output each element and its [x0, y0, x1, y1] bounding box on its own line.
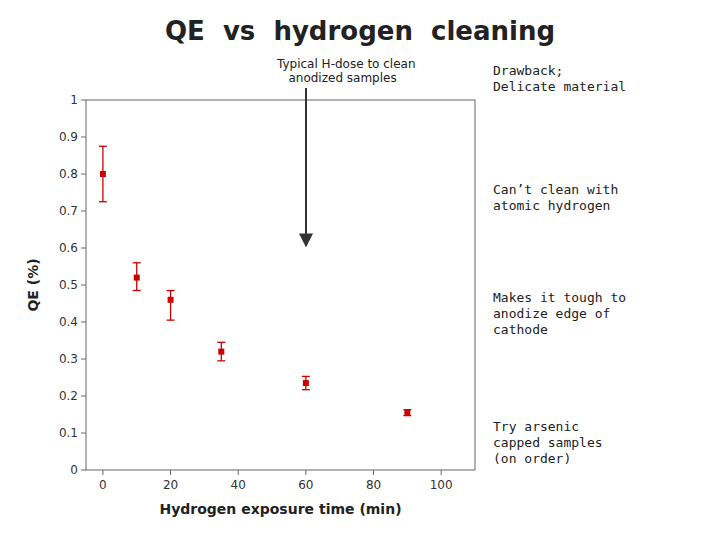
plot-frame — [86, 100, 475, 470]
error-bar-cap — [302, 389, 310, 390]
error-bar-cap — [99, 146, 107, 147]
x-tick — [373, 470, 374, 475]
point — [100, 171, 106, 177]
y-tick-label: 0.4 — [59, 315, 78, 329]
error-bar-cap — [167, 319, 175, 320]
y-tick — [81, 359, 86, 360]
point — [134, 275, 140, 281]
x-tick — [305, 470, 306, 475]
side-note: Can’t clean withatomic hydrogen — [493, 182, 618, 213]
x-tick-label: 20 — [163, 478, 178, 492]
background — [0, 0, 720, 540]
y-tick-label: 0.7 — [59, 204, 78, 218]
y-tick — [81, 174, 86, 175]
y-tick — [81, 285, 86, 286]
y-tick-label: 0.5 — [59, 278, 78, 292]
error-bar-cap — [217, 342, 225, 343]
error-bar-cap — [217, 360, 225, 361]
error-bar — [302, 376, 310, 389]
point — [218, 349, 224, 355]
y-tick-label: 0.9 — [59, 130, 78, 144]
error-bar — [133, 263, 141, 291]
y-tick — [81, 248, 86, 249]
x-tick-label: 0 — [99, 478, 107, 492]
error-bar — [167, 291, 175, 321]
error-bar-line — [170, 291, 171, 321]
point — [168, 297, 174, 303]
y-tick-label: 0.1 — [59, 426, 78, 440]
chart: QE vs hydrogen cleaning 0 20 40 60 80 100 0 0.1 0… — [0, 0, 720, 540]
annotation: Typical H-dose to clean anodized samples — [276, 57, 416, 85]
y-tick — [81, 137, 86, 138]
x-tick — [170, 470, 171, 475]
x-tick-label: 80 — [366, 478, 381, 492]
y-tick — [81, 100, 86, 101]
y-tick-label: 0.2 — [59, 389, 78, 403]
side-note: Drawback;Delicate material — [493, 63, 626, 94]
y-axis-label: QE (%) — [25, 258, 41, 311]
x-axis-label: Hydrogen exposure time (min) — [159, 501, 401, 517]
y-tick — [81, 322, 86, 323]
x-tick-label: 100 — [430, 478, 453, 492]
error-bar — [403, 410, 411, 416]
annotation-arrow — [305, 88, 307, 246]
x-tick — [441, 470, 442, 475]
error-bar — [217, 342, 225, 361]
y-tick-label: 1 — [70, 93, 78, 107]
plot-data — [99, 146, 411, 415]
y-tick — [81, 396, 86, 397]
error-bar-cap — [99, 201, 107, 202]
x-tick — [102, 470, 103, 475]
x-tick — [238, 470, 239, 475]
error-bar-cap — [133, 290, 141, 291]
error-bar-cap — [133, 262, 141, 263]
error-bar-cap — [302, 376, 310, 377]
y-tick — [81, 211, 86, 212]
side-note: Try arseniccapped samples(on order) — [493, 419, 603, 466]
side-note: Makes it tough toanodize edge ofcathode — [493, 290, 626, 337]
y-tick-label: 0.3 — [59, 352, 78, 366]
x-tick-label: 60 — [298, 478, 313, 492]
y-tick-label: 0.8 — [59, 167, 78, 181]
y-tick — [81, 433, 86, 434]
y-tick — [81, 470, 86, 471]
title: QE vs hydrogen cleaning — [165, 16, 555, 46]
error-bar — [99, 146, 107, 202]
x-tick-label: 40 — [231, 478, 246, 492]
y-tick-label: 0.6 — [59, 241, 78, 255]
y-tick-label: 0 — [70, 463, 78, 477]
point — [404, 410, 410, 416]
error-bar-cap — [167, 290, 175, 291]
point — [303, 380, 309, 386]
